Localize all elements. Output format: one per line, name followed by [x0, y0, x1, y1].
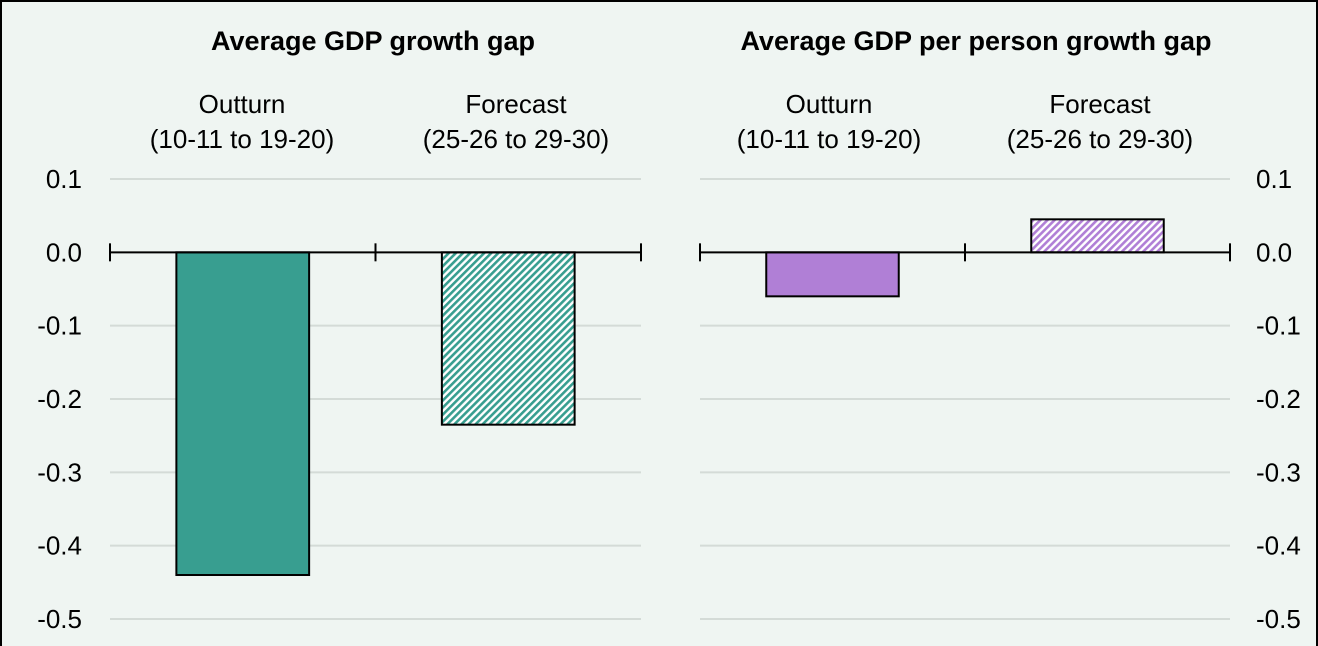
category-label-line2: (10-11 to 19-20) [150, 124, 335, 154]
panel-title: Average GDP growth gap [211, 26, 535, 56]
y-tick-label: -0.5 [37, 604, 82, 634]
category-label-line1: Outturn [786, 89, 873, 119]
y-tick-label: 0.1 [1256, 164, 1292, 194]
y-tick-label: 0.0 [46, 237, 82, 267]
y-tick-label: -0.3 [37, 457, 82, 487]
category-label-line2: (25-26 to 29-30) [1007, 124, 1193, 154]
bar-forecast [440, 251, 576, 426]
category-label-line1: Outturn [199, 89, 286, 119]
bar-outturn [175, 251, 311, 576]
bar-forecast [1030, 218, 1165, 254]
panel-title: Average GDP per person growth gap [740, 26, 1211, 56]
y-tick-label: -0.4 [1256, 531, 1301, 561]
y-tick-label: -0.4 [37, 531, 82, 561]
gdp-per-person-growth-gap-panel: Average GDP per person growth gap Outtur… [699, 26, 1301, 634]
category-label-line2: (10-11 to 19-20) [737, 124, 922, 154]
y-tick-label: -0.2 [1256, 384, 1301, 414]
y-tick-label: 0.0 [1256, 237, 1292, 267]
y-tick-label: -0.1 [1256, 311, 1301, 341]
gdp-growth-gap-panel: Average GDP growth gap Outturn (10-11 to… [37, 26, 642, 634]
y-tick-label: -0.5 [1256, 604, 1301, 634]
y-tick-label: -0.2 [37, 384, 82, 414]
category-label-line1: Forecast [465, 89, 567, 119]
y-tick-label: -0.1 [37, 311, 82, 341]
y-tick-label: 0.1 [46, 164, 82, 194]
y-tick-label: -0.3 [1256, 457, 1301, 487]
category-label-line2: (25-26 to 29-30) [423, 124, 609, 154]
bar-outturn [765, 251, 900, 298]
category-label-line1: Forecast [1049, 89, 1151, 119]
